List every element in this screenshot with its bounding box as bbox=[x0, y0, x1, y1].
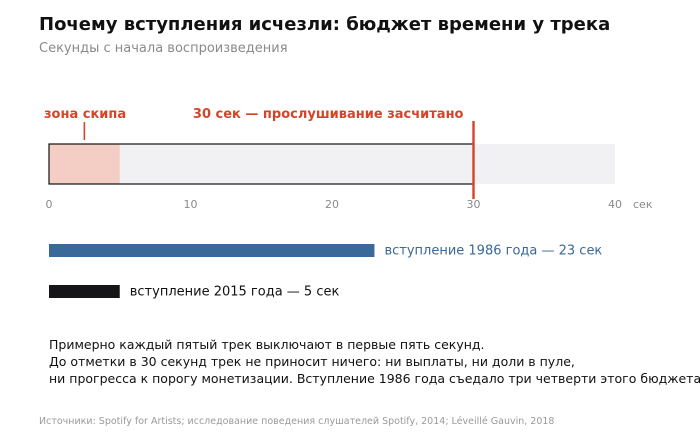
source-note: Источники: Spotify for Artists; исследов… bbox=[39, 416, 555, 427]
axis-range-background bbox=[49, 144, 615, 184]
skip-zone-fill bbox=[49, 144, 120, 184]
intro-bars: вступление 1986 года — 23 сек вступление … bbox=[49, 244, 602, 300]
note-line: Примерно каждый пятый трек выключают в п… bbox=[49, 337, 485, 352]
note-line: До отметки в 30 секунд трек не приносит … bbox=[49, 354, 575, 369]
chart-title: Почему вступления исчезли: бюджет времен… bbox=[39, 14, 611, 35]
intro-bar-label: вступление 1986 года — 23 сек bbox=[384, 244, 602, 259]
chart-subtitle: Секунды с начала воспроизведения bbox=[39, 41, 288, 56]
note-line: ни прогресса к порогу монетизации. Вступ… bbox=[49, 371, 700, 386]
x-tick-label: 20 bbox=[325, 198, 339, 211]
x-tick-label: 10 bbox=[184, 198, 198, 211]
threshold-label: 30 сек — прослушивание засчитано bbox=[193, 107, 464, 122]
intro-bar bbox=[49, 285, 120, 298]
time-budget-chart: зона скипа 30 сек — прослушивание засчит… bbox=[44, 107, 653, 300]
x-axis-unit-label: сек bbox=[633, 198, 653, 211]
x-tick-label: 40 bbox=[608, 198, 622, 211]
intro-bar bbox=[49, 244, 375, 257]
x-tick-label: 30 bbox=[467, 198, 481, 211]
x-tick-label: 0 bbox=[46, 198, 53, 211]
intro-bar-label: вступление 2015 года — 5 сек bbox=[130, 285, 340, 300]
skip-zone-label: зона скипа bbox=[44, 107, 126, 122]
x-axis-ticks: 0 10 20 30 40 bbox=[46, 198, 623, 211]
explanatory-note: Примерно каждый пятый трек выключают в п… bbox=[49, 336, 700, 387]
